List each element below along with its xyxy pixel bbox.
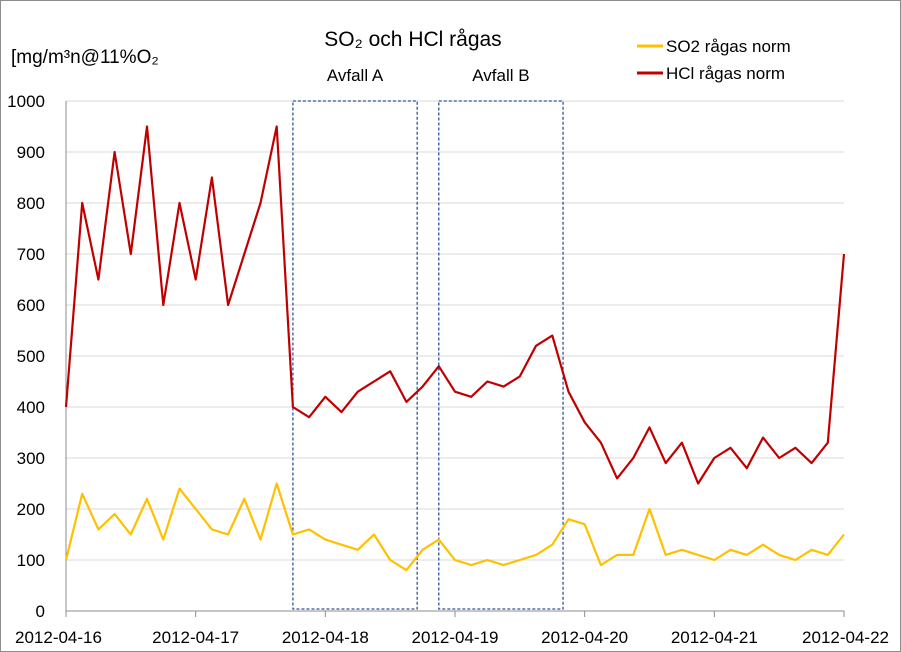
y-tick-label: 700	[17, 245, 45, 264]
x-tick-label: 2012-04-20	[541, 628, 628, 647]
series-line-2	[64, 125, 846, 485]
y-tick-label: 600	[17, 296, 45, 315]
series	[64, 125, 846, 572]
chart-title: SO₂ och HCl rågas	[324, 28, 501, 51]
x-tick-label: 2012-04-17	[152, 628, 239, 647]
legend: SO2 rågas norm HCl rågas norm	[637, 37, 791, 83]
y-tick-label: 300	[17, 449, 45, 468]
y-tick-label: 400	[17, 398, 45, 417]
y-tick-label: 100	[17, 551, 45, 570]
y-tick-label: 0	[36, 602, 45, 621]
y-axis-unit: [mg/m³n@11%O₂	[11, 47, 159, 68]
y-tick-label: 1000	[7, 92, 45, 111]
legend-label-2: HCl rågas norm	[666, 64, 785, 83]
y-tick-label: 800	[17, 194, 45, 213]
tick-labels: 0 100 200 300 400 500 600 700 800 900 1000 2012-04-…	[7, 92, 889, 647]
x-tick-label: 2012-04-19	[412, 628, 499, 647]
x-tick-label: 2012-04-18	[282, 628, 369, 647]
annotations: Avfall A Avfall B	[292, 66, 564, 610]
y-tick-label: 500	[17, 347, 45, 366]
y-tick-label: 200	[17, 500, 45, 519]
annotation-box-2	[438, 100, 564, 610]
x-tick-label: 2012-04-16	[15, 628, 102, 647]
annotation-label-2: Avfall B	[472, 66, 529, 85]
annotation-label-1: Avfall A	[327, 66, 384, 85]
axes	[65, 101, 845, 617]
legend-label-1: SO2 rågas norm	[666, 37, 791, 56]
y-tick-label: 900	[17, 143, 45, 162]
x-tick-label: 2012-04-22	[802, 628, 889, 647]
x-tick-label: 2012-04-21	[671, 628, 758, 647]
annotation-box-1	[292, 100, 418, 610]
series-line-1	[64, 482, 845, 572]
